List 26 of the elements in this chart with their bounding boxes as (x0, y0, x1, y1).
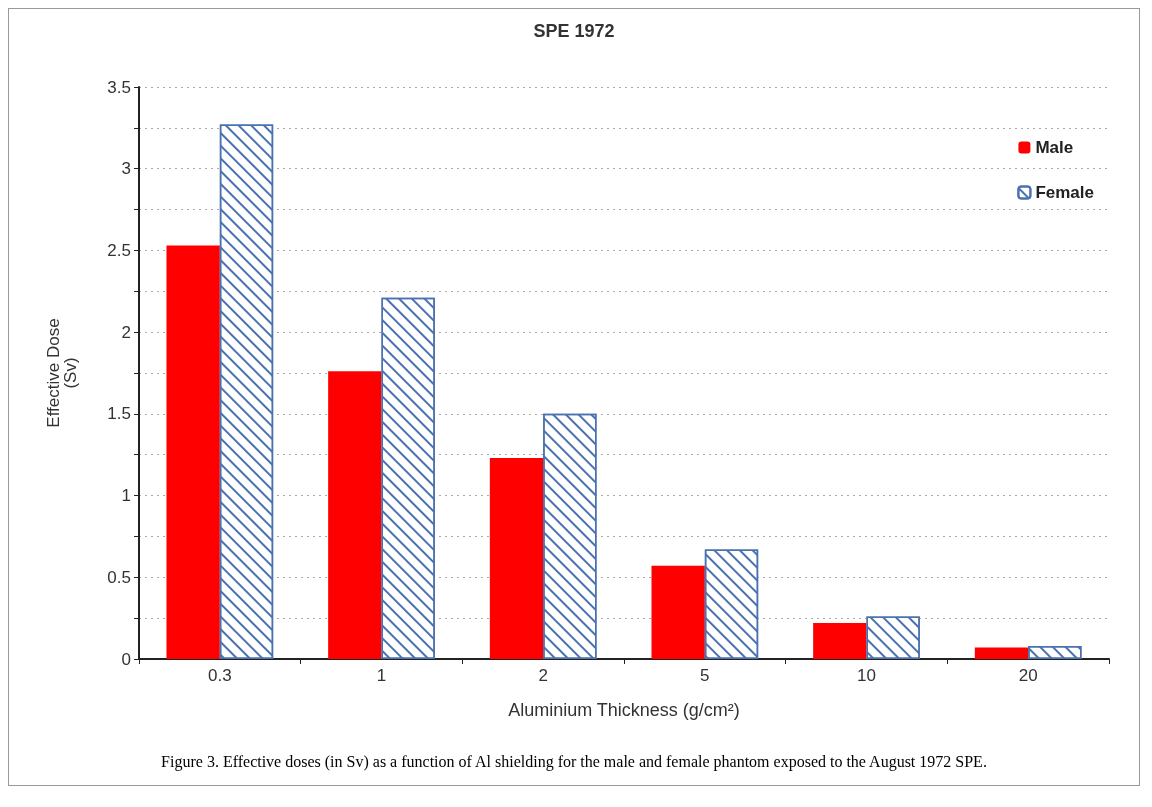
y-tick-label: 2 (121, 322, 131, 342)
y-tick-label: 1 (121, 486, 131, 506)
bar (813, 623, 867, 659)
caption: Figure 3. Effective doses (in Sv) as a function of Al shielding for the male and female phantom exposed to the August 1972 SPE. (160, 752, 988, 773)
x-tick-label: 0.3 (208, 666, 232, 685)
bar (328, 371, 382, 659)
y-tick-label: 0.5 (107, 567, 131, 587)
y-tick-label: 2.5 (107, 240, 131, 260)
bar (974, 647, 1029, 659)
y-tick-label: 1.5 (107, 404, 131, 424)
x-axis-title: Aluminium Thickness (g/cm²) (508, 700, 740, 720)
y-tick-label: 0 (121, 649, 131, 669)
y-axis-title: Effective Dose (Sv) (44, 318, 80, 428)
x-tick-label: 2 (538, 666, 548, 685)
x-tick-label: 20 (1018, 666, 1038, 685)
bar (651, 565, 705, 659)
x-tick-label: 1 (376, 666, 387, 685)
x-tick-label: 5 (700, 666, 710, 685)
bar (489, 457, 544, 659)
bar (166, 245, 220, 659)
x-tick-label: 10 (857, 666, 876, 685)
chart-title: SPE 1972 (533, 21, 615, 41)
y-tick-label: 3 (121, 159, 131, 179)
legend-label: Male (1035, 138, 1074, 157)
y-tick-label: 3.5 (107, 77, 131, 97)
legend-label: Female (1035, 183, 1095, 202)
